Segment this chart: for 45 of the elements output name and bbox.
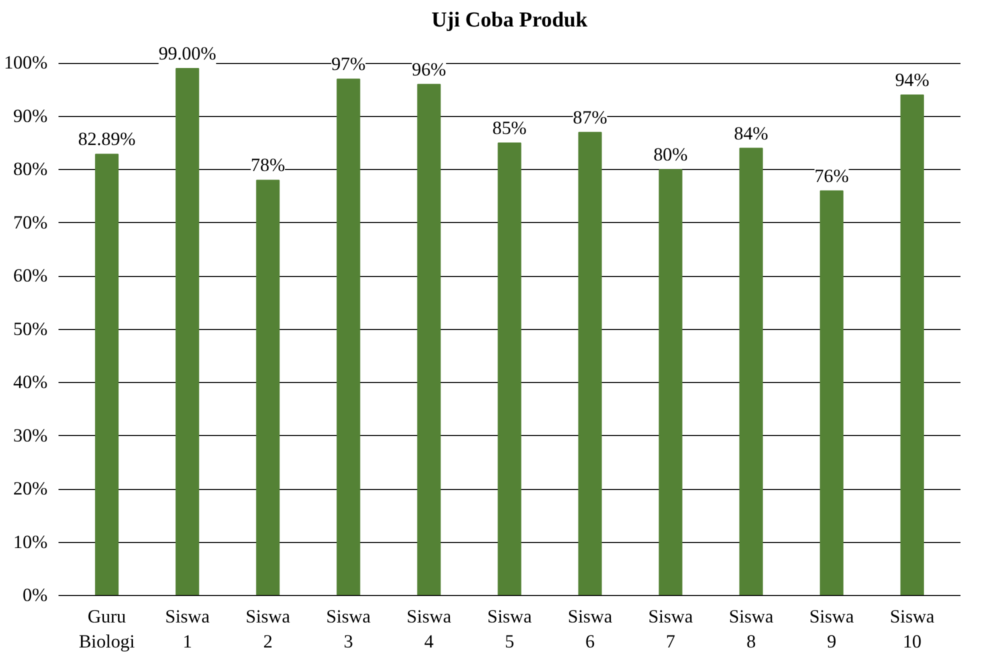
data-label: 76%: [814, 166, 849, 187]
bar: [95, 154, 119, 596]
data-label: 85%: [492, 118, 527, 139]
bar: [417, 84, 441, 596]
bar: [336, 78, 360, 596]
data-label: 99.00%: [158, 43, 216, 64]
bar: [498, 142, 522, 596]
y-tick-label: 20%: [13, 478, 48, 500]
y-tick-label: 40%: [13, 372, 48, 394]
x-tick-label: Siswa 10: [890, 606, 936, 653]
x-tick-label: Guru Biologi: [78, 606, 135, 653]
bar: [578, 132, 602, 596]
x-tick-label: Siswa 4: [406, 606, 452, 653]
x-tick-label: Siswa 2: [246, 606, 291, 653]
y-tick-label: 100%: [4, 52, 48, 74]
bar: [900, 94, 924, 596]
bar: [739, 148, 763, 596]
bar: [820, 190, 844, 596]
data-label: 82.89%: [78, 129, 136, 150]
y-tick-label: 0%: [22, 585, 48, 606]
x-tick-label: Siswa 6: [568, 606, 614, 653]
y-tick-label: 10%: [13, 532, 48, 553]
x-tick-label: Siswa 3: [326, 606, 372, 653]
bar: [658, 169, 682, 596]
y-tick-label: 30%: [13, 425, 48, 446]
y-tick-label: 90%: [13, 106, 48, 127]
x-tick-label: Siswa 8: [728, 606, 774, 653]
bar: [176, 68, 200, 596]
x-tick-label: Siswa 5: [487, 606, 533, 653]
y-tick-label: 80%: [13, 159, 48, 180]
x-tick-label: Siswa 9: [809, 606, 855, 653]
bar: [256, 180, 280, 596]
y-tick-label: 60%: [13, 266, 48, 287]
y-tick-label: 70%: [13, 212, 48, 234]
data-label: 96%: [412, 59, 446, 80]
y-tick-label: 50%: [13, 318, 48, 340]
x-tick-label: Siswa 7: [648, 606, 694, 653]
data-label: 84%: [734, 123, 768, 144]
data-label: 80%: [653, 144, 688, 166]
data-label: 97%: [331, 54, 366, 76]
data-label: 78%: [250, 155, 285, 176]
chart-title: Uji Coba Produk: [431, 8, 588, 32]
data-label: 87%: [572, 107, 608, 128]
x-tick-label: Siswa 1: [165, 606, 210, 653]
data-label: 94%: [895, 70, 930, 92]
